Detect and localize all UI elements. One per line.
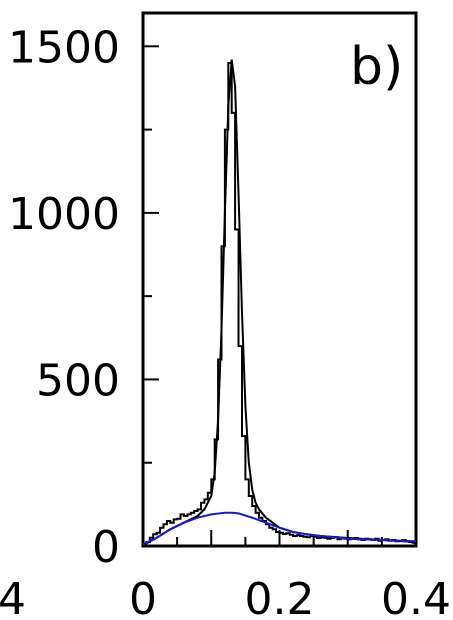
x-tick-labels: 0 0.2 0.4 4	[0, 574, 451, 620]
x-tick-label: 0	[129, 574, 157, 620]
total-fit-curve	[142, 59, 417, 547]
y-tick-labels: 0 500 1000 1500	[8, 22, 120, 573]
y-tick-label: 1000	[8, 189, 120, 240]
data-histogram	[143, 62, 416, 547]
background-fit-curve	[142, 511, 417, 546]
x-tick-label: 0.2	[245, 574, 315, 620]
y-tick-label: 0	[92, 522, 120, 573]
y-tick-label: 1500	[8, 22, 120, 73]
y-minor-ticks	[143, 45, 159, 464]
panel-label: b)	[350, 37, 403, 97]
y-tick-label: 500	[36, 355, 120, 406]
x-tick-label: 0.4	[381, 574, 451, 620]
x-tick-label-partial: 4	[0, 574, 26, 620]
